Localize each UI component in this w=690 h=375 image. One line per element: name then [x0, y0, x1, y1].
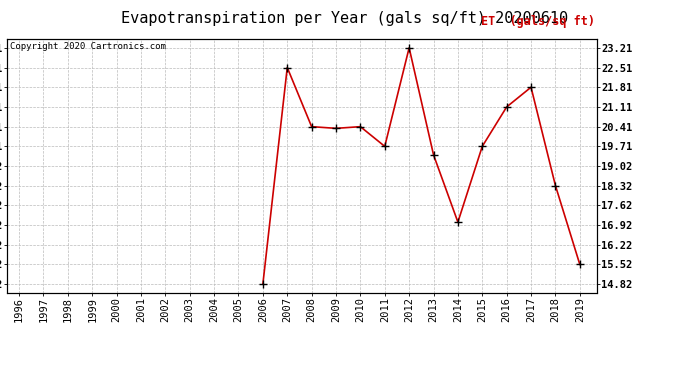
Text: Copyright 2020 Cartronics.com: Copyright 2020 Cartronics.com	[10, 42, 166, 51]
Text: Evapotranspiration per Year (gals sq/ft) 20200610: Evapotranspiration per Year (gals sq/ft)…	[121, 11, 569, 26]
Text: ET  (gals/sq ft): ET (gals/sq ft)	[482, 15, 595, 28]
